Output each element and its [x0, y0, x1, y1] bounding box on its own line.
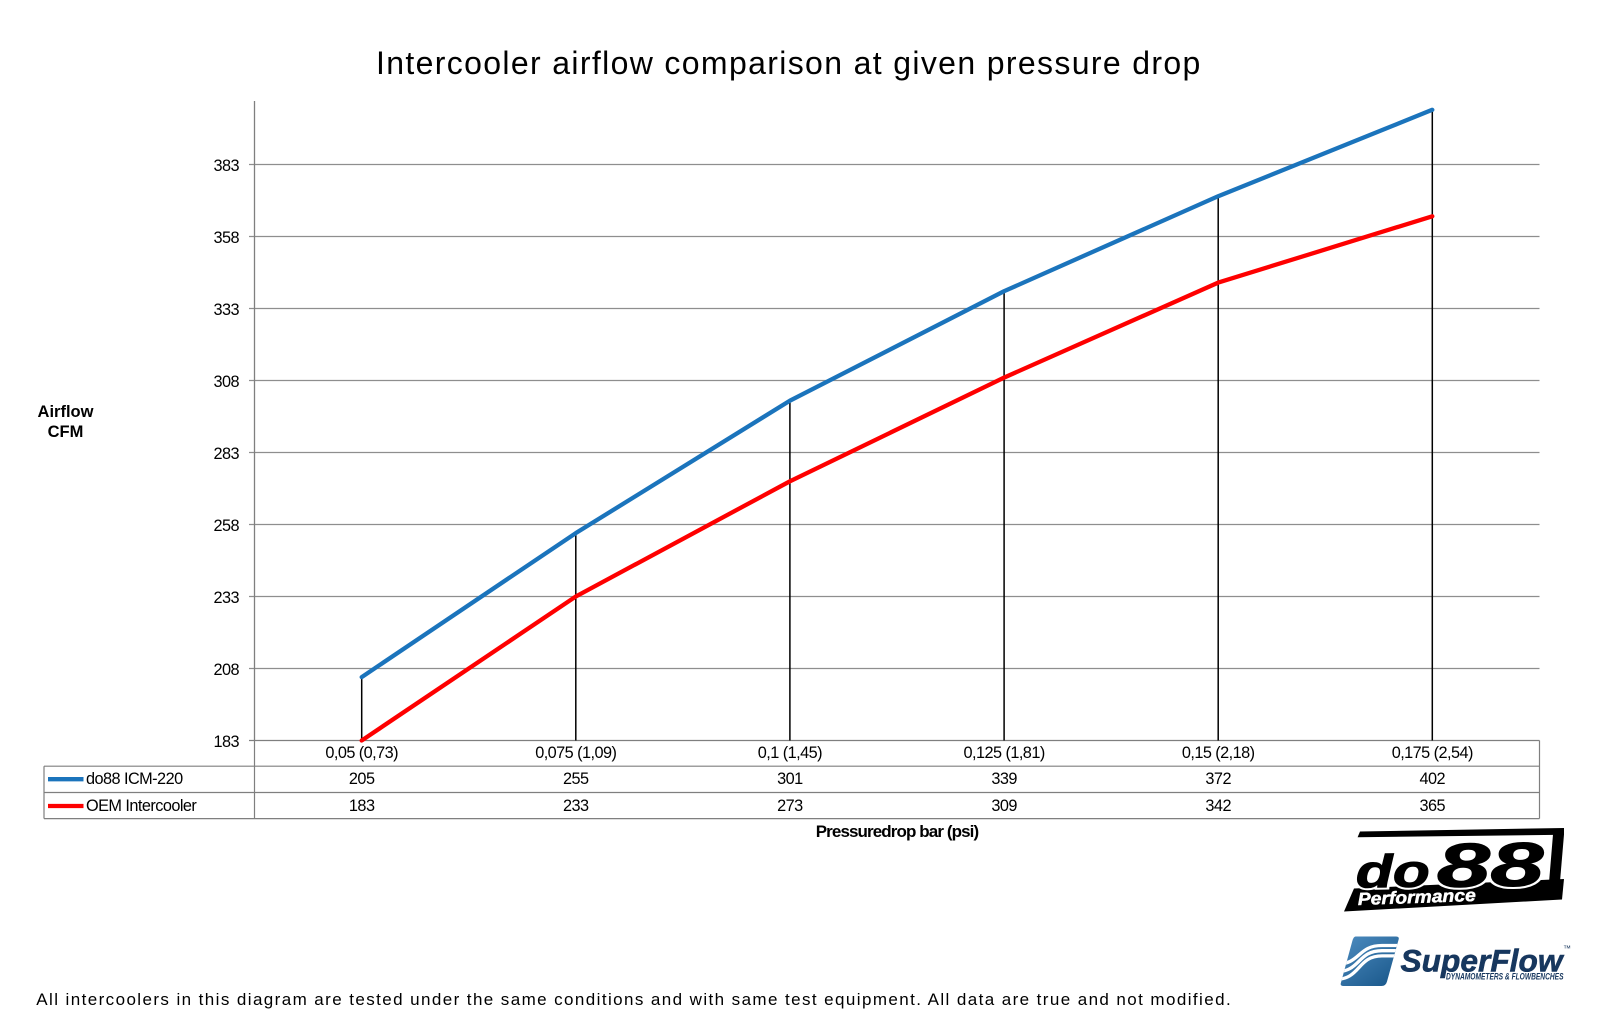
- svg-text:SuperFlow: SuperFlow: [1401, 942, 1566, 978]
- svg-text:do: do: [1355, 844, 1430, 897]
- svg-text:88: 88: [1436, 831, 1545, 901]
- svg-text:do: do: [1355, 844, 1430, 897]
- svg-text:Performance: Performance: [1357, 885, 1476, 909]
- svg-text:™: ™: [1563, 944, 1571, 953]
- svg-text:DYNAMOMETERS & FLOWBENCHES: DYNAMOMETERS & FLOWBENCHES: [1446, 972, 1564, 983]
- svg-text:88: 88: [1436, 831, 1545, 901]
